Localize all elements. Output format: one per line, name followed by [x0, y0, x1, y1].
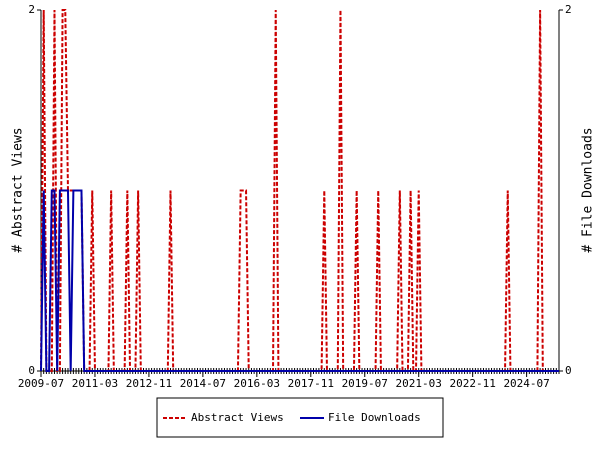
y-tick-label: 0	[28, 364, 35, 377]
y2-tick-label: 0	[565, 364, 572, 377]
x-tick-label: 2011-03	[72, 377, 118, 390]
y2-axis-label: # File Downloads	[581, 127, 596, 252]
y-axis-label: # Abstract Views	[11, 127, 26, 252]
y-tick-label: 2	[28, 3, 35, 16]
y2-tick-label: 2	[565, 3, 572, 16]
x-tick-label: 2017-11	[288, 377, 334, 390]
x-tick-label: 2012-11	[126, 377, 172, 390]
x-tick-label: 2022-11	[449, 377, 495, 390]
x-tick-label: 2009-07	[18, 377, 64, 390]
x-tick-label: 2016-03	[234, 377, 280, 390]
legend-label: File Downloads	[328, 411, 421, 424]
x-tick-label: 2024-07	[503, 377, 549, 390]
legend-box	[156, 397, 444, 438]
x-tick-label: 2021-03	[396, 377, 442, 390]
x-tick-label: 2014-07	[180, 377, 226, 390]
x-tick-label: 2019-07	[342, 377, 388, 390]
legend-label: Abstract Views	[191, 411, 284, 424]
series-line	[40, 9, 559, 372]
series-line	[40, 189, 559, 372]
